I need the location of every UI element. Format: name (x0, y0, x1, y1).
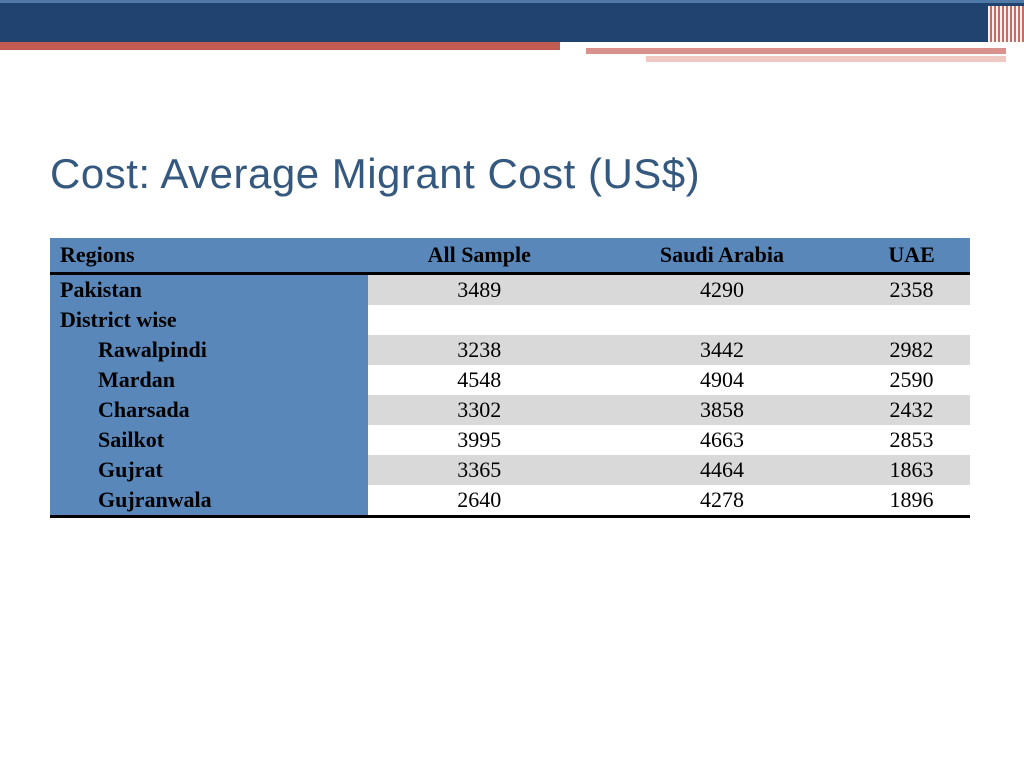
row-value: 2982 (853, 335, 970, 365)
table-row: Rawalpindi323834422982 (50, 335, 970, 365)
slide-body: Cost: Average Migrant Cost (US$) Regions… (0, 70, 1024, 518)
row-value: 1896 (853, 485, 970, 517)
row-value: 4904 (591, 365, 853, 395)
row-value: 2640 (368, 485, 591, 517)
row-value: 3442 (591, 335, 853, 365)
accent-bars (0, 42, 1024, 70)
row-value: 3302 (368, 395, 591, 425)
table-row: Charsada330238582432 (50, 395, 970, 425)
slide-title: Cost: Average Migrant Cost (US$) (50, 150, 974, 198)
row-value: 3489 (368, 274, 591, 306)
row-value (853, 305, 970, 335)
table-row: Sailkot399546632853 (50, 425, 970, 455)
row-label: Charsada (50, 395, 368, 425)
row-value: 4290 (591, 274, 853, 306)
accent-bar-mid (586, 48, 1006, 54)
row-label: Gujrat (50, 455, 368, 485)
col-header-saudi-arabia: Saudi Arabia (591, 238, 853, 274)
table-row: Gujranwala264042781896 (50, 485, 970, 517)
row-value: 4278 (591, 485, 853, 517)
row-value: 2853 (853, 425, 970, 455)
row-value: 4548 (368, 365, 591, 395)
row-label: Sailkot (50, 425, 368, 455)
row-value: 4464 (591, 455, 853, 485)
cost-table: Regions All Sample Saudi Arabia UAE Paki… (50, 238, 970, 518)
accent-bar-light (646, 56, 1006, 62)
row-label: Mardan (50, 365, 368, 395)
col-header-all-sample: All Sample (368, 238, 591, 274)
row-value: 3995 (368, 425, 591, 455)
row-label: Pakistan (50, 274, 368, 306)
row-label: Gujranwala (50, 485, 368, 517)
row-value: 3365 (368, 455, 591, 485)
banner-stripe-decoration (988, 6, 1024, 42)
table-row: District wise (50, 305, 970, 335)
row-value: 2590 (853, 365, 970, 395)
row-label: Rawalpindi (50, 335, 368, 365)
col-header-uae: UAE (853, 238, 970, 274)
row-value: 3858 (591, 395, 853, 425)
row-value: 1863 (853, 455, 970, 485)
table-row: Gujrat336544641863 (50, 455, 970, 485)
slide-top-banner (0, 0, 1024, 42)
row-value: 3238 (368, 335, 591, 365)
row-value (368, 305, 591, 335)
row-value (591, 305, 853, 335)
table-header-row: Regions All Sample Saudi Arabia UAE (50, 238, 970, 274)
row-label: District wise (50, 305, 368, 335)
table-row: Pakistan348942902358 (50, 274, 970, 306)
row-value: 2358 (853, 274, 970, 306)
row-value: 4663 (591, 425, 853, 455)
col-header-regions: Regions (50, 238, 368, 274)
row-value: 2432 (853, 395, 970, 425)
table-row: Mardan454849042590 (50, 365, 970, 395)
accent-bar-primary (0, 42, 560, 50)
